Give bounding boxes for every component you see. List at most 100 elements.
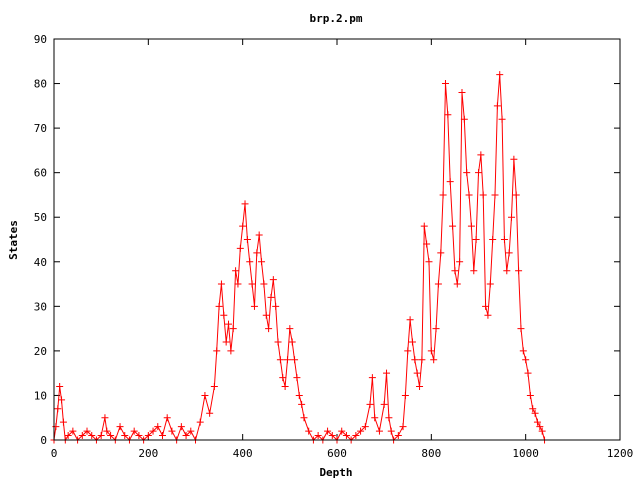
data-point: [196, 418, 204, 426]
data-point: [406, 316, 414, 324]
data-point: [267, 293, 275, 301]
data-point: [342, 432, 350, 440]
data-point: [246, 258, 254, 266]
data-point: [272, 302, 280, 310]
data-point: [437, 249, 445, 257]
data-point: [255, 231, 263, 239]
data-point: [401, 391, 409, 399]
data-point: [260, 280, 268, 288]
data-point: [279, 374, 287, 382]
data-point: [489, 236, 497, 243]
x-tick-label: 1000: [512, 447, 539, 460]
data-point: [427, 347, 435, 355]
data-point: [366, 400, 374, 408]
data-point: [144, 432, 152, 440]
y-tick-label: 50: [34, 211, 47, 224]
data-point: [213, 347, 221, 355]
x-tick-label: 0: [51, 447, 58, 460]
data-point: [512, 191, 520, 199]
x-tick-label: 800: [421, 447, 441, 460]
data-point: [496, 71, 504, 79]
data-point: [434, 280, 442, 288]
data-point: [250, 302, 258, 310]
data-point: [265, 325, 273, 333]
y-tick-label: 40: [34, 256, 47, 269]
data-point: [352, 432, 360, 440]
data-point: [64, 432, 72, 440]
data-point: [380, 400, 388, 408]
data-point: [158, 432, 166, 440]
data-point: [234, 280, 242, 288]
data-point: [262, 311, 270, 319]
data-point: [491, 191, 499, 199]
data-point: [324, 427, 332, 435]
y-tick-label: 0: [40, 434, 47, 447]
data-point: [498, 115, 506, 123]
data-point: [465, 191, 473, 199]
data-point: [486, 280, 494, 288]
data-point: [404, 347, 412, 355]
data-point: [220, 311, 228, 319]
data-point: [357, 427, 365, 435]
data-point: [201, 391, 209, 399]
data-point: [399, 423, 407, 431]
data-point: [328, 432, 336, 440]
data-point: [121, 432, 129, 440]
data-point: [413, 369, 421, 377]
data-point: [229, 325, 237, 333]
data-point: [154, 423, 162, 431]
data-point: [232, 267, 240, 275]
data-point: [281, 383, 289, 391]
data-point: [411, 356, 419, 364]
series-line: [53, 74, 545, 442]
data-point: [536, 423, 544, 431]
data-point: [446, 178, 454, 186]
data-point: [531, 409, 539, 417]
plot-frame: [53, 38, 621, 441]
x-tick-label: 200: [138, 447, 158, 460]
data-point: [274, 338, 282, 346]
data-point: [470, 267, 478, 275]
data-point: [149, 427, 157, 435]
data-point: [56, 383, 64, 391]
data-point: [453, 280, 461, 288]
data-point: [314, 432, 322, 440]
data-point: [425, 258, 433, 266]
data-point: [83, 427, 91, 435]
data-point: [243, 236, 251, 243]
data-point: [430, 356, 438, 364]
y-tick-label: 20: [34, 345, 47, 358]
data-point: [253, 249, 261, 257]
data-point: [472, 236, 480, 243]
data-point: [467, 222, 475, 230]
x-tick-label: 1200: [607, 447, 634, 460]
chart-title: brp.2.pm: [310, 12, 363, 25]
data-point: [305, 427, 313, 435]
data-point: [441, 80, 449, 88]
data-point: [239, 222, 247, 230]
data-point: [387, 427, 395, 435]
data-point: [210, 383, 218, 391]
data-point: [505, 249, 513, 257]
data-point: [463, 169, 471, 177]
data-point: [130, 427, 138, 435]
data-point: [52, 423, 60, 431]
data-point: [510, 155, 518, 163]
data-point: [484, 311, 492, 319]
data-point: [241, 200, 249, 208]
data-point: [375, 427, 383, 435]
data-point: [338, 427, 346, 435]
data-point: [416, 383, 424, 391]
y-tick-label: 80: [34, 78, 47, 91]
data-point: [177, 423, 185, 431]
data-point: [276, 356, 284, 364]
data-point: [526, 391, 534, 399]
y-tick-label: 30: [34, 300, 47, 313]
data-point: [97, 432, 105, 440]
y-tick-label: 10: [34, 389, 47, 402]
data-point: [283, 356, 291, 364]
data-point: [187, 427, 195, 435]
data-point: [503, 267, 511, 275]
data-point: [538, 427, 546, 435]
